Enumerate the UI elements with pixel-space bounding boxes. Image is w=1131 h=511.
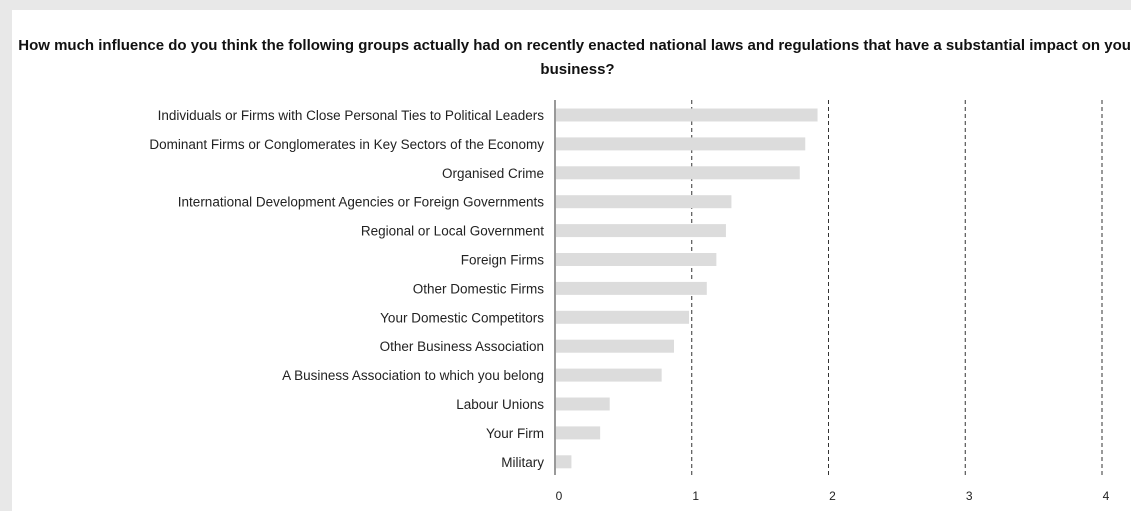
category-labels: Individuals or Firms with Close Personal… xyxy=(149,108,544,470)
bar-4 xyxy=(556,224,726,238)
bar-7 xyxy=(556,310,690,324)
bar-5 xyxy=(556,253,717,266)
bar-2 xyxy=(556,166,800,180)
category-label-2: Organised Crime xyxy=(442,166,544,181)
category-label-5: Foreign Firms xyxy=(461,253,545,268)
x-tick-label-0: 0 xyxy=(556,489,563,503)
chart-title: How much influence do you think the foll… xyxy=(18,37,1131,78)
bar-12 xyxy=(556,455,572,469)
category-label-11: Your Firm xyxy=(486,426,544,441)
bar-8 xyxy=(556,339,674,353)
category-label-0: Individuals or Firms with Close Personal… xyxy=(158,108,545,123)
category-label-7: Your Domestic Competitors xyxy=(380,310,544,325)
category-label-4: Regional or Local Government xyxy=(361,224,544,239)
bars xyxy=(556,108,818,469)
category-label-12: Military xyxy=(501,455,544,470)
category-label-1: Dominant Firms or Conglomerates in Key S… xyxy=(149,137,544,152)
bar-11 xyxy=(556,426,601,440)
category-label-9: A Business Association to which you belo… xyxy=(282,368,544,383)
grid-lines xyxy=(691,100,1103,475)
x-tick-label-4: 4 xyxy=(1103,489,1110,503)
category-label-3: International Development Agencies or Fo… xyxy=(178,195,544,210)
category-label-10: Labour Unions xyxy=(456,397,544,412)
x-tick-labels: 0 1 2 3 4 xyxy=(556,489,1110,503)
x-tick-label-2: 2 xyxy=(829,489,836,503)
bar-6 xyxy=(556,281,707,295)
bar-1 xyxy=(556,137,806,151)
bar-3 xyxy=(556,195,732,209)
category-label-6: Other Domestic Firms xyxy=(413,281,545,296)
x-tick-label-1: 1 xyxy=(692,489,699,503)
x-tick-label-3: 3 xyxy=(966,489,973,503)
bar-0 xyxy=(556,108,818,122)
category-label-8: Other Business Association xyxy=(380,339,544,354)
bar-9 xyxy=(556,368,662,382)
bar-10 xyxy=(556,397,610,411)
